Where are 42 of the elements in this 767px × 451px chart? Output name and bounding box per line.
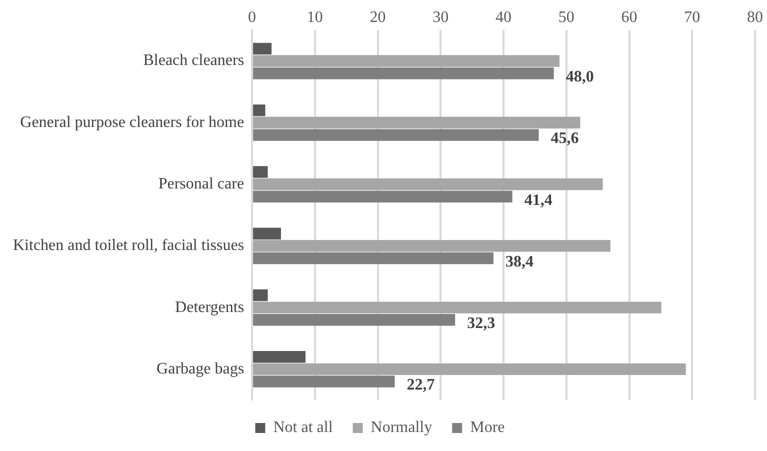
bar <box>253 67 554 80</box>
bar <box>253 314 456 326</box>
data-label: 32,3 <box>467 315 496 332</box>
bar <box>253 376 395 388</box>
legend-label: Not at all <box>273 419 334 436</box>
bar <box>253 228 281 240</box>
x-tick-label: 70 <box>684 8 700 26</box>
bar <box>253 166 268 178</box>
x-tick-label: 10 <box>306 8 323 26</box>
y-tick-label: Bleach cleaners <box>143 52 244 70</box>
data-label: 22,7 <box>406 376 435 394</box>
x-tick-label: 80 <box>747 8 763 26</box>
bar <box>253 42 272 55</box>
bar <box>253 116 580 129</box>
data-label: 45,6 <box>550 130 579 148</box>
legend-label: Normally <box>370 419 432 436</box>
y-tick-label: Kitchen and toilet roll, facial tissues <box>13 237 244 254</box>
x-tick-label: 0 <box>248 8 256 26</box>
bar <box>253 302 662 314</box>
bar <box>253 240 610 252</box>
y-tick-label: Personal care <box>158 175 244 192</box>
bar <box>253 363 686 376</box>
bar <box>253 190 512 202</box>
bar <box>253 289 268 302</box>
bar <box>253 252 494 264</box>
legend-label: More <box>470 419 505 436</box>
data-label: 38,4 <box>505 253 534 270</box>
bar <box>253 351 306 363</box>
x-tick-label: 30 <box>432 8 449 26</box>
y-tick-label: Detergents <box>175 298 244 316</box>
x-tick-label: 20 <box>370 8 386 26</box>
x-tick-label: 60 <box>621 8 638 26</box>
x-tick-label: 50 <box>558 8 574 26</box>
data-label: 41,4 <box>524 192 552 209</box>
y-tick-label: Garbage bags <box>156 360 244 378</box>
y-tick-label: General purpose cleaners for home <box>20 114 244 131</box>
bar <box>253 104 266 116</box>
data-label: 48,0 <box>566 68 594 86</box>
x-tick-label: 40 <box>496 8 512 26</box>
bar <box>253 178 603 190</box>
bar <box>253 129 539 141</box>
bar <box>253 55 560 67</box>
